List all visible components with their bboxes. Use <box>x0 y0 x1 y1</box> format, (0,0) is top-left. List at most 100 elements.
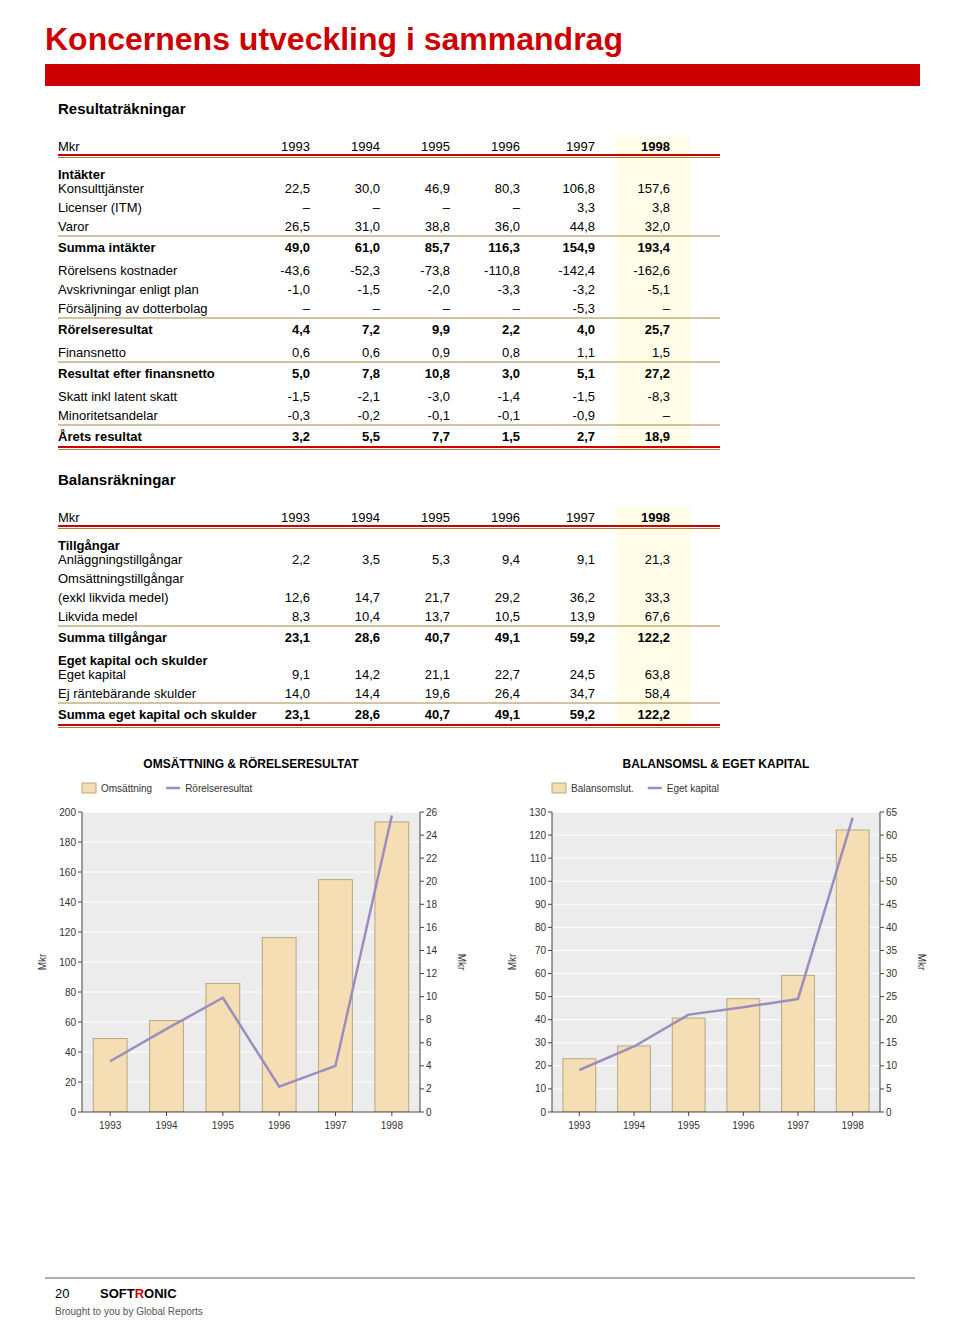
tick <box>420 1112 424 1113</box>
tick-label: 200 <box>59 807 76 818</box>
tick-label: 80 <box>65 987 77 998</box>
tick-label: 30 <box>886 968 898 979</box>
legend: Omsättning Rörelseresultat <box>82 783 253 794</box>
tick <box>548 1065 552 1066</box>
table-cell: 122,2 <box>637 707 670 722</box>
tick <box>78 1082 82 1083</box>
legend-entry: Rörelseresultat <box>185 783 252 794</box>
tick <box>78 962 82 963</box>
table-cell: 38,8 <box>425 219 450 234</box>
tick-label: 60 <box>886 830 898 841</box>
tick <box>420 927 424 928</box>
table-row-label: Avskrivningar enligt plan <box>58 282 199 297</box>
table-row-label: Rörelsens kostnader <box>58 263 178 278</box>
tick-label: 55 <box>886 853 898 864</box>
table-cell: -3,0 <box>428 389 450 404</box>
tick-label: 120 <box>59 927 76 938</box>
legend-swatch <box>648 787 662 790</box>
table-cell: 3,2 <box>292 429 310 444</box>
tick <box>548 950 552 951</box>
tick-label: 25 <box>886 991 898 1002</box>
table-column-header: 1996 <box>491 139 520 154</box>
legend-entry: Eget kapital <box>667 783 719 794</box>
table-cell: 44,8 <box>570 219 595 234</box>
legend-entry: Balansomslut. <box>571 783 634 794</box>
axis-label: Mkr <box>507 953 518 970</box>
table-cell: -1,5 <box>573 389 595 404</box>
tick-label: 20 <box>886 1014 898 1025</box>
table-cell: 2,2 <box>292 552 310 567</box>
tick <box>548 996 552 997</box>
tick <box>579 1112 580 1116</box>
table-cell: 3,5 <box>362 552 380 567</box>
tick <box>688 1112 689 1116</box>
tick <box>548 973 552 974</box>
table-cell: -3,3 <box>498 282 520 297</box>
tick <box>420 973 424 974</box>
table-cell: 26,5 <box>285 219 310 234</box>
tick <box>420 1088 424 1089</box>
tick <box>335 1112 336 1116</box>
axis-line <box>552 1112 880 1113</box>
table-cell: 0,6 <box>292 345 310 360</box>
tick <box>634 1112 635 1116</box>
grid-line <box>552 835 880 836</box>
grid-line <box>82 812 420 813</box>
table-rule <box>58 318 720 319</box>
table-row-label: (exkl likvida medel) <box>58 590 169 605</box>
tick-label: 80 <box>535 922 547 933</box>
tick-label: 4 <box>426 1060 432 1071</box>
grid-line <box>552 858 880 859</box>
table-cell: 0,8 <box>502 345 520 360</box>
grid-line <box>552 881 880 882</box>
marks <box>93 815 408 1112</box>
table-cell: 106,8 <box>562 181 595 196</box>
table-cell: 21,1 <box>425 667 450 682</box>
table-cell: -5,1 <box>648 282 670 297</box>
table-cell: 23,1 <box>285 630 310 645</box>
table-cell: 10,5 <box>495 609 520 624</box>
grid-line <box>552 1112 880 1113</box>
table-row-label: Eget kapital <box>58 667 126 682</box>
bar <box>563 1059 596 1112</box>
table-cell: 13,7 <box>425 609 450 624</box>
table-cell: 22,5 <box>285 181 310 196</box>
table-rule <box>58 154 720 156</box>
tick <box>110 1112 111 1116</box>
tick-label: 1995 <box>212 1120 235 1131</box>
tick-label: 20 <box>65 1077 77 1088</box>
title-bar <box>45 64 920 86</box>
legend-entry: Omsättning <box>101 783 152 794</box>
legend-swatch <box>552 783 566 793</box>
tick <box>420 812 424 813</box>
table-cell: 21,7 <box>425 590 450 605</box>
table-cell: -1,5 <box>288 389 310 404</box>
tick-label: 1994 <box>155 1120 178 1131</box>
tick <box>548 1088 552 1089</box>
table-cell: – <box>303 301 311 316</box>
table-cell: -2,1 <box>358 389 380 404</box>
table-cell: 116,3 <box>488 240 520 255</box>
table-cell: 46,9 <box>425 181 450 196</box>
table-cell: 18,9 <box>645 429 670 444</box>
chart: 0102030405060708090100110120130051015202… <box>507 757 927 1131</box>
tick-label: 140 <box>59 897 76 908</box>
tick <box>880 812 884 813</box>
tick-label: 10 <box>535 1083 547 1094</box>
table-cell: 14,7 <box>355 590 380 605</box>
tick-label: 90 <box>535 899 547 910</box>
table-title: Balansräkningar <box>58 471 176 488</box>
tick-label: 60 <box>535 968 547 979</box>
table-cell: 58,4 <box>645 686 670 701</box>
table-cell: 29,2 <box>495 590 520 605</box>
axis-label: Mkr <box>916 954 927 971</box>
tick-label: 18 <box>426 899 438 910</box>
table-row-label: Summa tillgångar <box>58 630 167 645</box>
tick-label: 16 <box>426 922 438 933</box>
tick <box>880 881 884 882</box>
table-row-label: Rörelseresultat <box>58 322 153 337</box>
table-cell: 1,1 <box>577 345 595 360</box>
table-cell: 21,3 <box>645 552 670 567</box>
table-background <box>615 507 690 727</box>
table-row-label: Summa eget kapital och skulder <box>58 707 257 722</box>
